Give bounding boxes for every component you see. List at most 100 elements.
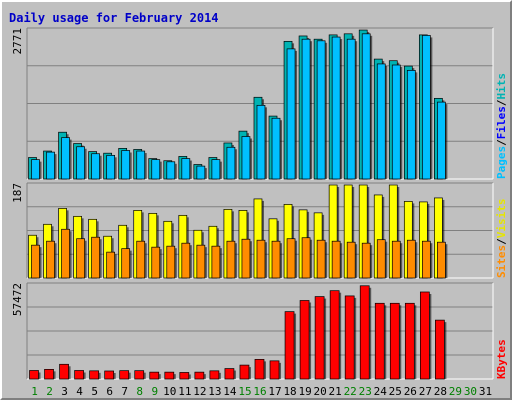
legend-visits: Visits (495, 199, 508, 239)
day-label-19: 19 (298, 385, 311, 398)
day-label-12: 12 (193, 385, 206, 398)
legend-kbytes: KBytes (495, 339, 508, 379)
kbytes-bar-day-20 (314, 296, 325, 380)
sites-bar-day-1 (31, 244, 40, 279)
day-label-31: 31 (479, 385, 492, 398)
files-bar-day-1 (31, 159, 40, 180)
hits-files-panel (26, 27, 494, 180)
day-label-9: 9 (151, 385, 158, 398)
kbytes-bar-day-19 (299, 300, 310, 380)
hits-files-pages-legend: Pages/Files/Hits (495, 73, 508, 179)
sites-bar-day-2 (46, 240, 55, 279)
sites-bar-day-25 (391, 240, 401, 279)
kbytes-bar-day-17 (269, 360, 280, 380)
day-label-16: 16 (253, 385, 266, 398)
sites-bar-day-12 (196, 244, 206, 279)
files-bar-day-27 (421, 35, 431, 180)
sites-bar-day-14 (226, 240, 236, 279)
day-label-30: 30 (464, 385, 477, 398)
day-label-29: 29 (449, 385, 462, 398)
kbytes-bar-day-18 (284, 311, 295, 380)
sites-bar-day-19 (301, 237, 311, 279)
kbytes-bar-day-8 (134, 370, 145, 380)
files-bar-day-7 (121, 150, 131, 180)
day-label-13: 13 (208, 385, 221, 398)
day-label-3: 3 (61, 385, 68, 398)
sites-bar-day-7 (121, 248, 131, 279)
files-bar-day-21 (331, 36, 341, 180)
kbytes-bar-day-5 (89, 370, 99, 380)
day-label-25: 25 (389, 385, 402, 398)
sites-bar-day-13 (211, 245, 221, 279)
legend-pages: Pages (495, 146, 508, 179)
files-bar-day-13 (211, 159, 221, 180)
kbytes-bar-day-22 (344, 295, 355, 380)
legend-files: Files (495, 106, 508, 139)
day-label-26: 26 (404, 385, 417, 398)
sites-bar-day-20 (316, 239, 326, 279)
kbytes-bar-day-12 (194, 371, 205, 380)
kbytes-bar-day-6 (104, 370, 115, 380)
day-label-7: 7 (121, 385, 128, 398)
legend-sep-2: / (495, 99, 508, 106)
day-label-23: 23 (359, 385, 372, 398)
sites-bar-day-26 (406, 239, 416, 279)
files-bar-day-6 (106, 154, 116, 180)
day-label-18: 18 (283, 385, 296, 398)
chart-title: Daily usage for February 2014 (9, 11, 219, 25)
kbytes-bar-day-2 (44, 369, 54, 380)
day-label-24: 24 (374, 385, 388, 398)
kbytes-bar-day-4 (74, 370, 84, 380)
sites-bar-day-22 (346, 241, 356, 279)
sites-bar-day-18 (286, 238, 296, 279)
day-label-14: 14 (223, 385, 237, 398)
kbytes-panel (26, 282, 494, 380)
files-bar-day-15 (241, 136, 251, 180)
files-bar-day-28 (437, 101, 446, 180)
sites-bar-day-21 (331, 240, 341, 279)
files-bar-day-3 (61, 137, 70, 180)
kbytes-bar-day-28 (435, 319, 445, 380)
kbytes-bar-day-27 (419, 291, 430, 380)
files-bar-day-16 (256, 104, 266, 180)
sites-bar-day-5 (91, 236, 100, 279)
sites-bar-day-16 (256, 239, 266, 279)
files-bar-day-10 (166, 161, 176, 180)
sites-bar-day-24 (376, 239, 386, 279)
sites-bar-day-10 (166, 245, 176, 279)
day-label-11: 11 (178, 385, 191, 398)
files-bar-day-2 (46, 151, 55, 180)
sites-bar-day-15 (241, 238, 251, 279)
visits-sites-panel (26, 182, 494, 279)
files-bar-day-23 (361, 33, 371, 180)
kbytes-bar-day-16 (254, 359, 265, 380)
files-bar-day-4 (76, 146, 85, 180)
hits-axis-max-label: 2771 (11, 28, 24, 55)
day-label-17: 17 (268, 385, 281, 398)
files-bar-day-14 (226, 146, 236, 180)
sites-bar-day-11 (181, 242, 191, 279)
day-label-6: 6 (106, 385, 113, 398)
kbytes-bar-day-15 (239, 364, 250, 380)
kbytes-bar-day-14 (224, 368, 235, 380)
day-label-28: 28 (434, 385, 447, 398)
files-bar-day-24 (376, 63, 386, 180)
kbytes-bar-day-23 (359, 285, 370, 380)
kbytes-bar-day-3 (59, 363, 69, 380)
legend-sep-3: / (495, 238, 508, 245)
files-bar-day-20 (316, 40, 326, 180)
day-label-27: 27 (419, 385, 432, 398)
kbytes-bar-day-1 (29, 370, 39, 380)
files-bar-day-19 (301, 38, 311, 180)
day-label-20: 20 (314, 385, 327, 398)
legend-sites: Sites (495, 245, 508, 278)
visits-axis-max-label: 187 (11, 183, 24, 203)
kbytes-bar-day-9 (149, 371, 160, 380)
kbytes-bar-day-7 (119, 370, 130, 380)
day-labels: 1 2 3 4 5 6 7 8 9 10 11 12 13 14 15 16 17 18 19 20 21 22 23 24 2… (31, 385, 492, 398)
files-bar-day-12 (196, 165, 206, 180)
files-bar-day-5 (91, 153, 100, 180)
sites-bar-day-28 (437, 241, 446, 279)
files-bar-day-22 (346, 38, 356, 180)
